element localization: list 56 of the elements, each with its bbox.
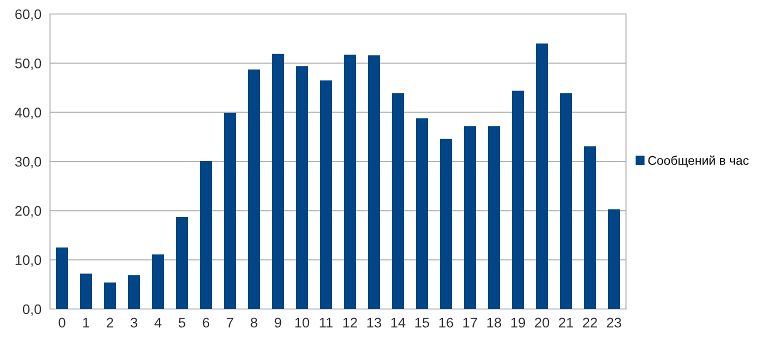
x-tick-label: 5 [178,318,186,328]
x-tick-label: 11 [320,318,333,328]
bar [584,146,596,309]
y-tick-label: 20,0 [15,206,42,218]
x-tick-label: 22 [582,318,598,328]
bar [440,138,452,309]
bar [392,93,404,309]
bar [416,118,428,309]
x-tick-label: 9 [274,318,282,328]
x-tick-label: 6 [202,318,210,328]
bar [152,254,164,309]
x-tick-label: 23 [606,318,622,328]
x-tick-label: 17 [463,318,478,328]
bar [608,209,620,309]
x-tick-label: 1 [83,318,90,328]
bar [344,54,356,309]
x-tick-label: 2 [106,318,114,328]
x-tick-label: 4 [154,318,162,328]
y-tick-label: 50,0 [15,58,42,70]
x-tick-label: 20 [534,318,550,328]
bar [104,282,116,309]
y-tick-label: 30,0 [15,156,42,168]
y-tick-label: 40,0 [14,108,42,120]
bar [176,217,188,309]
x-tick-label: 16 [439,318,454,328]
y-tick-label: 60,0 [15,9,42,21]
x-tick-label: 3 [130,318,138,328]
x-tick-label: 13 [367,318,382,328]
bar [200,161,212,309]
x-tick-label: 8 [250,318,258,328]
bar [512,90,524,309]
x-tick-label: 19 [511,318,526,328]
bar [368,55,380,309]
x-tick-label: 15 [415,318,430,328]
x-tick-label: 18 [487,318,502,328]
bar [272,54,284,309]
x-tick-label: 21 [558,318,574,328]
x-tick-label: 0 [58,318,66,328]
y-tick-label: 0,0 [22,304,42,316]
x-tick-label: 14 [391,318,406,328]
bar [536,44,548,309]
bar [56,248,68,309]
bar [464,126,476,309]
bar [488,126,500,309]
legend-label: Сообщений в час [648,156,749,168]
bar [224,112,236,309]
bar [80,274,92,309]
x-tick-label: 10 [295,318,310,328]
x-tick-label: 12 [343,318,358,328]
y-tick-label: 10,0 [16,255,42,267]
bar [296,66,308,309]
x-tick-label: 7 [226,318,234,328]
bar [248,70,260,309]
bar [128,275,140,309]
bar [560,93,572,309]
bar [320,80,332,309]
